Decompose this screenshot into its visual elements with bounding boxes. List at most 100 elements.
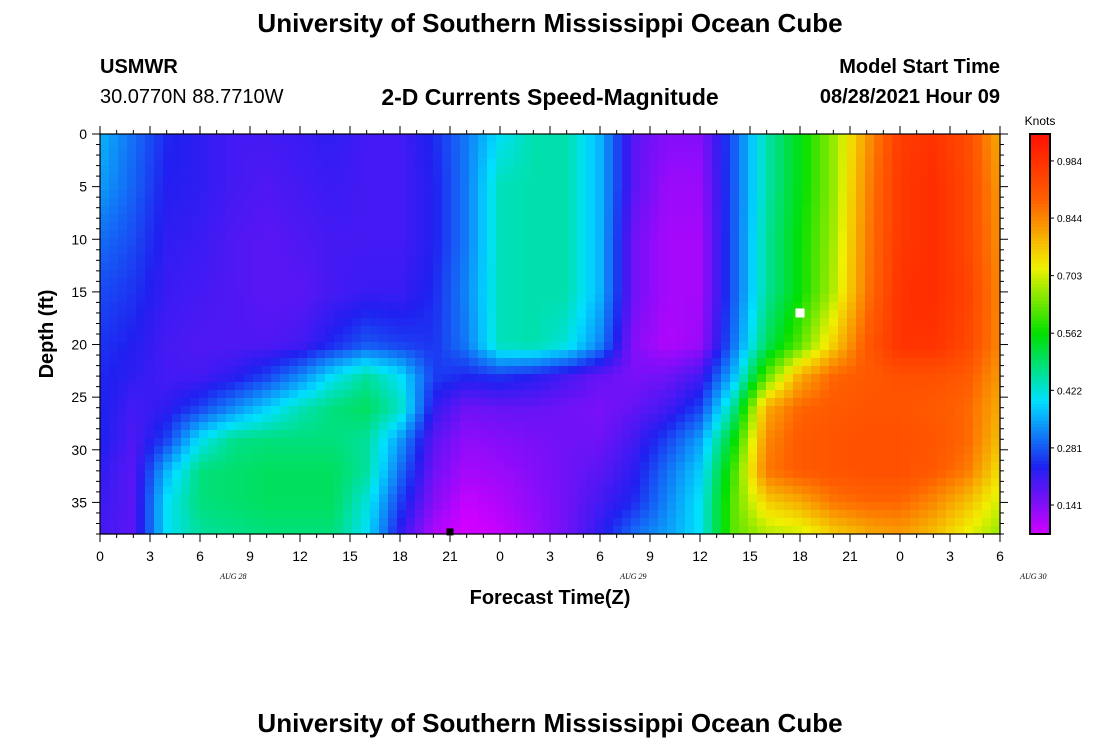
heatmap-cell [415,326,425,335]
heatmap-cell [703,494,713,503]
heatmap-cell [613,454,623,463]
heatmap-cell [973,350,983,359]
heatmap-cell [163,422,173,431]
heatmap-cell [262,278,272,287]
heatmap-cell [172,358,182,367]
heatmap-cell [775,174,785,183]
heatmap-cell [280,198,290,207]
heatmap-cell [703,406,713,415]
heatmap-cell [820,374,830,383]
heatmap-cell [343,446,353,455]
heatmap-cell [883,254,893,263]
heatmap-cell [154,302,164,311]
heatmap-cell [883,198,893,207]
heatmap-cell [118,286,128,295]
heatmap-cell [541,342,551,351]
heatmap-cell [451,318,461,327]
heatmap-cell [307,206,317,215]
heatmap-cell [937,470,947,479]
heatmap-cell [541,246,551,255]
heatmap-cell [604,510,614,519]
heatmap-cell [748,182,758,191]
heatmap-cell [415,198,425,207]
heatmap-cell [487,302,497,311]
heatmap-cell [685,286,695,295]
heatmap-cell [766,214,776,223]
heatmap-cell [100,230,110,239]
heatmap-cell [775,302,785,311]
heatmap-cell [802,470,812,479]
heatmap-cell [379,270,389,279]
heatmap-cell [181,430,191,439]
heatmap-cell [550,262,560,271]
heatmap-cell [469,150,479,159]
heatmap-cell [334,254,344,263]
heatmap-cell [118,142,128,151]
heatmap-cell [226,438,236,447]
heatmap-cell [460,382,470,391]
heatmap-cell [127,358,137,367]
heatmap-cell [109,470,119,479]
heatmap-cell [811,294,821,303]
heatmap-cell [766,190,776,199]
heatmap-cell [739,486,749,495]
heatmap-cell [901,398,911,407]
heatmap-cell [397,134,407,143]
heatmap-cell [883,382,893,391]
heatmap-cell [721,414,731,423]
heatmap-cell [694,270,704,279]
heatmap-cell [541,414,551,423]
heatmap-cell [361,190,371,199]
heatmap-cell [244,518,254,527]
heatmap-cell [163,326,173,335]
heatmap-cell [964,478,974,487]
heatmap-cell [199,294,209,303]
heatmap-cell [352,174,362,183]
heatmap-cell [694,278,704,287]
heatmap-cell [298,326,308,335]
heatmap-cell [946,494,956,503]
heatmap-cell [118,414,128,423]
heatmap-cell [361,142,371,151]
heatmap-cell [442,142,452,151]
heatmap-cell [235,166,245,175]
heatmap-cell [964,158,974,167]
heatmap-cell [253,262,263,271]
heatmap-cell [181,214,191,223]
heatmap-cell [937,158,947,167]
heatmap-cell [910,174,920,183]
heatmap-cell [604,494,614,503]
heatmap-cell [550,526,560,535]
heatmap-cell [586,526,596,535]
heatmap-cell [145,310,155,319]
heatmap-cell [667,286,677,295]
heatmap-cell [523,478,533,487]
heatmap-cell [991,326,1001,335]
heatmap-cell [613,270,623,279]
heatmap-cell [550,214,560,223]
heatmap-cell [703,422,713,431]
heatmap-cell [550,510,560,519]
heatmap-cell [676,214,686,223]
heatmap-cell [991,342,1001,351]
heatmap-cell [784,422,794,431]
heatmap-cell [253,526,263,535]
heatmap-cell [631,182,641,191]
heatmap-cell [649,278,659,287]
heatmap-cell [676,318,686,327]
heatmap-cell [667,430,677,439]
heatmap-cell [523,414,533,423]
heatmap-cell [550,478,560,487]
heatmap-cell [478,446,488,455]
heatmap-cell [658,134,668,143]
heatmap-cell [757,486,767,495]
heatmap-cell [244,398,254,407]
heatmap-cell [127,134,137,143]
heatmap-cell [532,150,542,159]
heatmap-cell [487,278,497,287]
heatmap-cell [649,302,659,311]
heatmap-cell [649,454,659,463]
heatmap-cell [703,230,713,239]
heatmap-cell [703,486,713,495]
heatmap-cell [163,478,173,487]
